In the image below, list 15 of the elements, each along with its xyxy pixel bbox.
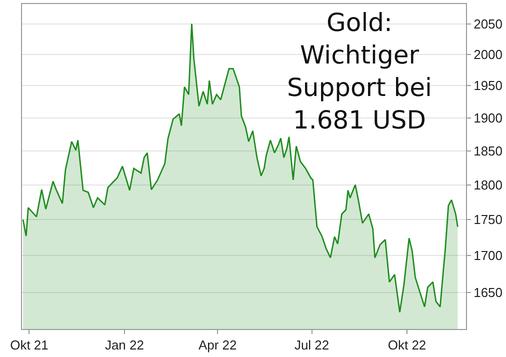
annotation: Gold: Wichtiger Support bei 1.681 USD [287, 8, 432, 134]
y-tick-label: 1850 [474, 143, 503, 158]
y-tick-label: 2000 [474, 46, 503, 62]
x-tick-label: Okt 21 [10, 338, 48, 353]
y-tick-label: 1700 [474, 248, 503, 264]
x-tick-label: Okt 22 [388, 338, 426, 353]
y-tick-label: 1750 [474, 212, 503, 228]
x-tick-label: Apr 22 [198, 338, 237, 353]
x-tick-label: Jan 22 [104, 338, 144, 353]
y-tick-label: 1950 [474, 78, 503, 94]
x-tick-label: Jul 22 [294, 338, 330, 353]
y-tick-label: 1900 [474, 110, 503, 126]
y-tick-label: 1800 [474, 177, 503, 192]
y-tick-label: 2050 [474, 16, 503, 32]
y-tick-label: 1650 [474, 285, 503, 300]
